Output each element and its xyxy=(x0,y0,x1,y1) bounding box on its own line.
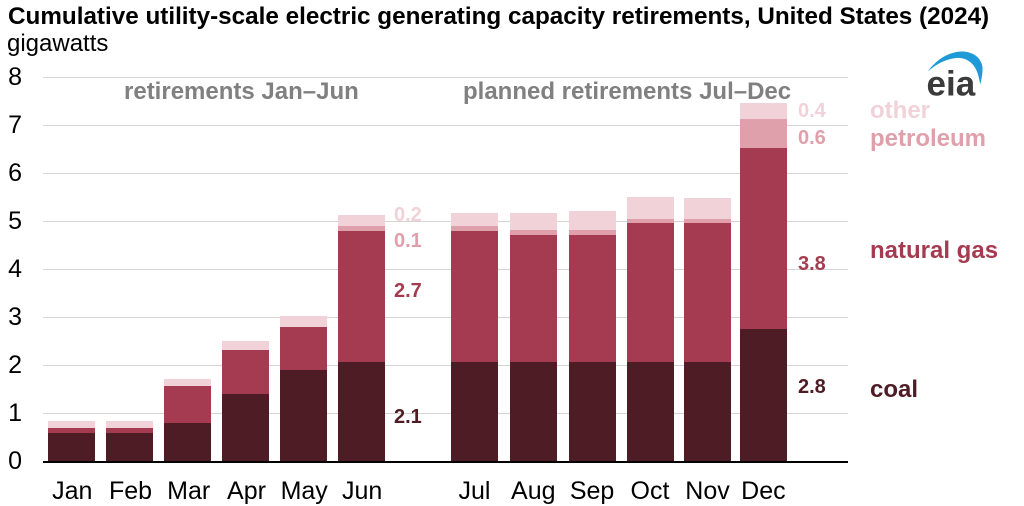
svg-text:eia: eia xyxy=(927,65,976,104)
